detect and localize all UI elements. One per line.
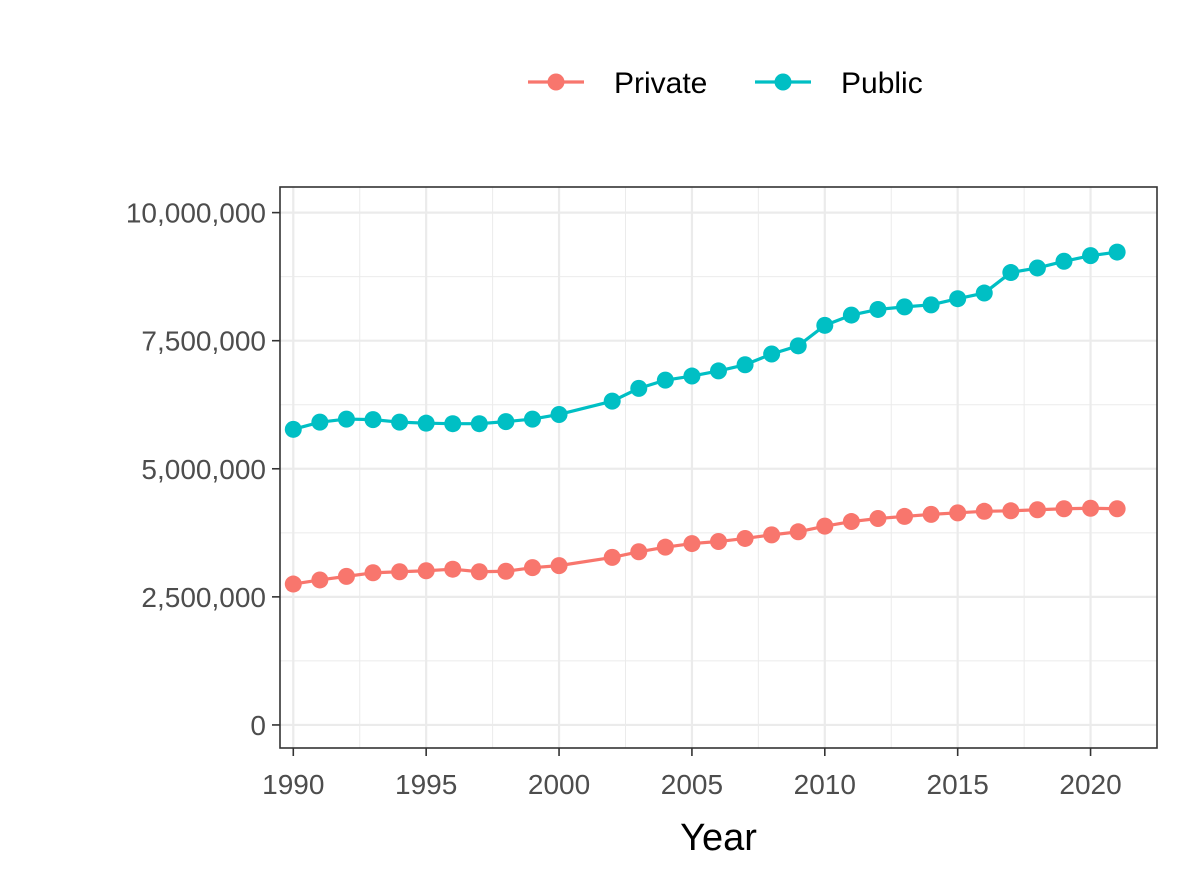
data-point-public	[1028, 259, 1046, 277]
data-point-private	[789, 523, 807, 541]
data-point-private	[497, 562, 515, 580]
y-tick-label: 5,000,000	[141, 454, 266, 485]
data-point-public	[842, 306, 860, 324]
x-axis-title: Year	[680, 817, 757, 859]
x-tick-label: 2020	[1059, 769, 1121, 800]
data-point-private	[284, 575, 302, 593]
data-point-public	[311, 413, 329, 431]
data-point-public	[1055, 252, 1073, 270]
data-point-public	[603, 392, 621, 410]
axes: 1990 1995 2000 2005 2010 2015 2020 0 2,500,000 5,…	[126, 198, 1122, 800]
data-point-private	[417, 562, 435, 580]
data-point-private	[922, 505, 940, 523]
data-point-private	[656, 538, 674, 556]
x-tick-label: 2000	[528, 769, 590, 800]
data-point-public	[497, 413, 515, 431]
series-layer	[284, 243, 1126, 593]
x-tick-label: 2010	[794, 769, 856, 800]
data-point-private	[470, 563, 488, 581]
legend: Private Public	[528, 67, 923, 100]
data-point-private	[311, 571, 329, 589]
y-tick-label: 2,500,000	[141, 582, 266, 613]
data-point-public	[656, 371, 674, 389]
data-point-public	[789, 337, 807, 355]
data-point-private	[391, 563, 409, 581]
legend-key-point-private	[547, 73, 565, 91]
data-point-public	[1002, 264, 1020, 282]
data-point-public	[922, 296, 940, 314]
data-point-private	[842, 513, 860, 531]
grid	[280, 187, 1157, 748]
data-point-private	[1108, 500, 1126, 518]
data-point-private	[364, 564, 382, 582]
data-point-private	[444, 560, 462, 578]
data-point-private	[949, 504, 967, 522]
data-point-public	[683, 367, 701, 385]
data-point-private	[630, 543, 648, 561]
legend-label-private: Private	[614, 67, 707, 100]
data-point-public	[364, 411, 382, 429]
x-tick-label: 1995	[395, 769, 457, 800]
data-point-private	[1002, 502, 1020, 520]
panel-border	[279, 186, 1158, 749]
y-tick-label: 7,500,000	[141, 326, 266, 357]
data-point-public	[337, 410, 355, 428]
data-point-public	[1082, 247, 1100, 265]
x-tick-label: 2015	[927, 769, 989, 800]
data-point-private	[337, 567, 355, 585]
data-point-public	[523, 410, 541, 428]
data-point-public	[975, 284, 993, 302]
data-point-private	[710, 533, 727, 551]
y-tick-label: 0	[250, 710, 266, 741]
x-tick-label: 2005	[661, 769, 723, 800]
data-point-private	[763, 526, 781, 544]
data-point-private	[816, 517, 834, 535]
y-tick-label: 10,000,000	[126, 198, 266, 229]
data-point-public	[1108, 243, 1126, 261]
data-point-private	[736, 529, 754, 547]
data-point-public	[869, 300, 887, 318]
data-point-public	[763, 345, 781, 363]
data-point-public	[444, 415, 462, 433]
data-point-public	[391, 413, 409, 431]
data-point-public	[417, 414, 435, 432]
data-point-private	[1028, 501, 1046, 519]
data-point-public	[710, 362, 727, 380]
x-tick-label: 1990	[262, 769, 324, 800]
data-point-public	[896, 298, 914, 316]
data-point-public	[736, 356, 754, 374]
data-point-public	[949, 290, 967, 308]
data-point-public	[816, 316, 834, 334]
data-point-public	[550, 405, 568, 423]
data-point-public	[470, 415, 488, 433]
data-point-private	[896, 507, 914, 525]
data-point-private	[603, 548, 621, 566]
data-point-private	[975, 502, 993, 520]
data-point-private	[523, 559, 541, 577]
data-point-private	[550, 557, 568, 575]
data-point-private	[683, 535, 701, 553]
data-point-private	[1055, 500, 1073, 518]
data-point-private	[869, 509, 887, 527]
data-point-private	[1082, 499, 1100, 517]
data-point-public	[630, 379, 648, 397]
legend-label-public: Public	[841, 67, 923, 100]
data-point-public	[284, 420, 302, 438]
legend-key-point-public	[774, 73, 792, 91]
